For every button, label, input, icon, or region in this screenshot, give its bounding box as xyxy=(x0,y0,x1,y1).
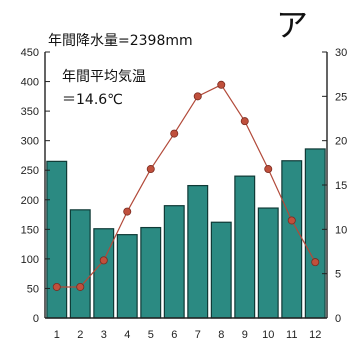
precip-bar-2 xyxy=(69,209,91,319)
x-tick-label-10: 10 xyxy=(262,329,274,341)
precip-bar-1 xyxy=(46,160,68,319)
right-tick-label-30: 30 xyxy=(335,47,347,59)
x-tick-label-1: 1 xyxy=(54,329,60,341)
precip-bar-12 xyxy=(304,148,326,319)
left-tick-label-350: 350 xyxy=(21,106,39,118)
precip-bar-4 xyxy=(116,234,138,319)
left-tick-label-250: 250 xyxy=(21,165,39,177)
right-tick-label-10: 10 xyxy=(335,224,347,236)
right-tick-label-5: 5 xyxy=(335,269,341,281)
left-tick-label-200: 200 xyxy=(21,195,39,207)
right-tick-label-15: 15 xyxy=(335,180,347,192)
title-mark: ア xyxy=(276,6,308,44)
precip-bar-8 xyxy=(210,221,232,319)
left-tick-label-50: 50 xyxy=(27,283,39,295)
precip-bar-10 xyxy=(257,207,279,319)
annotation-temp-value: ＝14.6℃ xyxy=(62,92,123,108)
temperature-point-9 xyxy=(240,117,249,126)
left-tick-label-150: 150 xyxy=(21,224,39,236)
left-tick-label-0: 0 xyxy=(33,313,39,325)
precip-bar-6 xyxy=(163,205,185,319)
x-tick-label-7: 7 xyxy=(195,329,201,341)
x-tick-label-12: 12 xyxy=(309,329,321,341)
temperature-point-2 xyxy=(76,282,85,291)
x-tick-label-3: 3 xyxy=(101,329,107,341)
temperature-point-6 xyxy=(170,129,179,138)
temperature-point-4 xyxy=(123,207,132,216)
x-tick-label-4: 4 xyxy=(124,329,130,341)
temperature-point-12 xyxy=(311,258,320,267)
precipitation-bars xyxy=(46,148,326,319)
x-tick-label-2: 2 xyxy=(77,329,83,341)
x-tick-label-5: 5 xyxy=(148,329,154,341)
x-tick-label-6: 6 xyxy=(171,329,177,341)
left-tick-label-300: 300 xyxy=(21,136,39,148)
left-tick-label-100: 100 xyxy=(21,254,39,266)
temperature-point-8 xyxy=(217,80,226,89)
left-axis-ticks: 0 50 100 150 200 250 300 350 400 450 xyxy=(21,47,39,325)
precip-bar-3 xyxy=(93,228,115,319)
precip-bar-7 xyxy=(187,184,209,319)
temperature-line xyxy=(52,80,320,291)
temperature-point-1 xyxy=(52,282,61,291)
right-axis-ticks: 0 5 10 15 20 25 30 xyxy=(335,47,347,325)
temperature-polyline xyxy=(56,84,316,288)
annotation-temp-label: 年間平均気温 xyxy=(62,69,146,85)
x-tick-label-9: 9 xyxy=(242,329,248,341)
temperature-point-11 xyxy=(287,216,296,225)
temperature-point-5 xyxy=(146,165,155,174)
temperature-point-10 xyxy=(264,165,273,174)
right-tick-label-0: 0 xyxy=(335,313,341,325)
right-tick-label-20: 20 xyxy=(335,136,347,148)
plot-frame xyxy=(44,51,328,319)
x-axis-ticks: 1 2 3 4 5 6 7 8 9 10 11 12 xyxy=(54,329,322,341)
precip-bar-5 xyxy=(140,226,162,319)
left-tick-label-450: 450 xyxy=(21,47,39,59)
precip-bar-9 xyxy=(234,175,256,319)
precip-bar-11 xyxy=(281,160,303,319)
left-tick-label-400: 400 xyxy=(21,77,39,89)
right-tick-label-25: 25 xyxy=(335,91,347,103)
x-tick-label-8: 8 xyxy=(218,329,224,341)
temperature-point-3 xyxy=(99,256,108,265)
x-tick-label-11: 11 xyxy=(286,329,297,341)
annotation-precip-total: 年間降水量=2398mm xyxy=(48,33,193,49)
temperature-point-7 xyxy=(193,92,202,101)
